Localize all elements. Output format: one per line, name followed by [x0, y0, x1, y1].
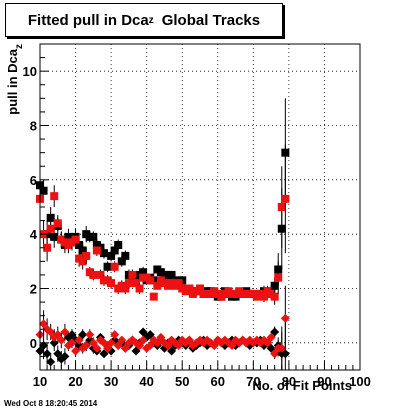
data-point — [270, 292, 279, 301]
data-point — [46, 357, 56, 367]
data-point — [96, 270, 105, 279]
data-point — [50, 232, 59, 241]
data-point — [167, 270, 176, 279]
data-point — [92, 246, 101, 255]
data-point — [132, 279, 140, 288]
series-black-square — [36, 98, 290, 301]
data-point — [50, 192, 59, 201]
data-point — [270, 281, 279, 290]
data-point — [274, 273, 283, 282]
data-point — [107, 279, 116, 288]
y-axis-label-sub: z — [14, 44, 25, 49]
data-point — [281, 194, 290, 203]
data-point — [85, 330, 95, 340]
data-point — [106, 338, 116, 348]
data-point — [60, 351, 70, 361]
data-point — [174, 279, 183, 288]
x-axis-label: No. of Fit Points — [252, 378, 352, 393]
data-point — [43, 243, 52, 252]
data-point — [67, 338, 77, 348]
x-tick-label: 10 — [33, 374, 47, 389]
data-point — [56, 354, 66, 364]
chart-title-tail: Global Tracks — [161, 11, 261, 29]
data-point — [110, 330, 120, 340]
x-tick-label: 80 — [282, 374, 296, 389]
plot-frame — [39, 43, 361, 371]
x-tick-label: 30 — [104, 374, 118, 389]
data-point — [146, 276, 155, 285]
y-axis-label-main: pull in Dca — [5, 48, 20, 115]
data-point — [128, 270, 137, 279]
data-point — [248, 338, 258, 348]
data-point — [39, 186, 48, 195]
x-tick-label: 60 — [211, 374, 225, 389]
data-point — [121, 251, 130, 260]
chart-title-sub: z — [148, 14, 154, 26]
data-point — [46, 224, 55, 233]
x-tick-label: 20 — [68, 374, 82, 389]
series-red-square — [36, 144, 290, 305]
data-point — [110, 262, 119, 271]
data-point — [114, 241, 123, 250]
x-tick-label: 100 — [349, 374, 371, 389]
data-point — [260, 292, 268, 301]
data-point — [185, 284, 194, 293]
data-point — [81, 341, 91, 351]
data-point — [124, 279, 133, 288]
data-point — [110, 246, 119, 255]
data-point — [75, 241, 84, 250]
data-point — [149, 292, 158, 301]
y-tick-label: 2 — [30, 282, 37, 297]
data-point — [107, 251, 116, 260]
data-point — [153, 281, 162, 290]
chart-title: Fitted pull in Dca z Global Tracks — [5, 3, 283, 37]
data-point — [196, 284, 204, 293]
y-axis-label: pull in Dcaz — [5, 44, 25, 115]
data-point — [277, 203, 286, 211]
x-tick-label: 50 — [175, 374, 189, 389]
data-point — [89, 270, 98, 279]
data-point — [117, 257, 126, 266]
data-point — [78, 257, 87, 266]
data-point — [103, 262, 112, 271]
data-point — [71, 235, 80, 244]
data-point — [117, 335, 127, 345]
grid — [39, 44, 361, 370]
data-point — [60, 327, 70, 337]
y-tick-label: 0 — [30, 336, 37, 351]
data-point — [71, 346, 81, 356]
chart-title-main: Fitted pull in Dca — [27, 11, 149, 29]
data-point — [89, 232, 98, 241]
data-point — [53, 219, 62, 228]
y-tick-label: 10 — [23, 64, 37, 79]
y-tick-label: 4 — [30, 227, 38, 242]
axis-tick-labels: 10 20 30 40 50 60 70 80 90 100 0 2 4 6 8 10 — [23, 64, 371, 389]
data-point — [78, 246, 87, 255]
x-tick-label: 90 — [317, 374, 331, 389]
x-tick-label: 70 — [246, 374, 260, 389]
data-point — [280, 313, 290, 323]
data-markers — [35, 98, 290, 370]
data-point — [138, 335, 148, 345]
data-point — [74, 335, 84, 345]
data-point — [135, 284, 144, 293]
y-tick-label: 8 — [30, 119, 37, 134]
data-point — [82, 251, 91, 260]
axis-ticks — [39, 43, 361, 371]
data-point — [266, 332, 276, 342]
y-tick-label: 6 — [30, 173, 37, 188]
footer-timestamp: Wed Oct 8 18:20:45 2014 — [4, 399, 98, 408]
data-point — [277, 343, 287, 353]
data-point — [100, 249, 108, 258]
x-tick-label: 40 — [139, 374, 153, 389]
data-point — [121, 284, 130, 293]
series-red-diamond — [35, 285, 290, 370]
data-point — [56, 335, 66, 345]
data-point — [92, 343, 102, 353]
